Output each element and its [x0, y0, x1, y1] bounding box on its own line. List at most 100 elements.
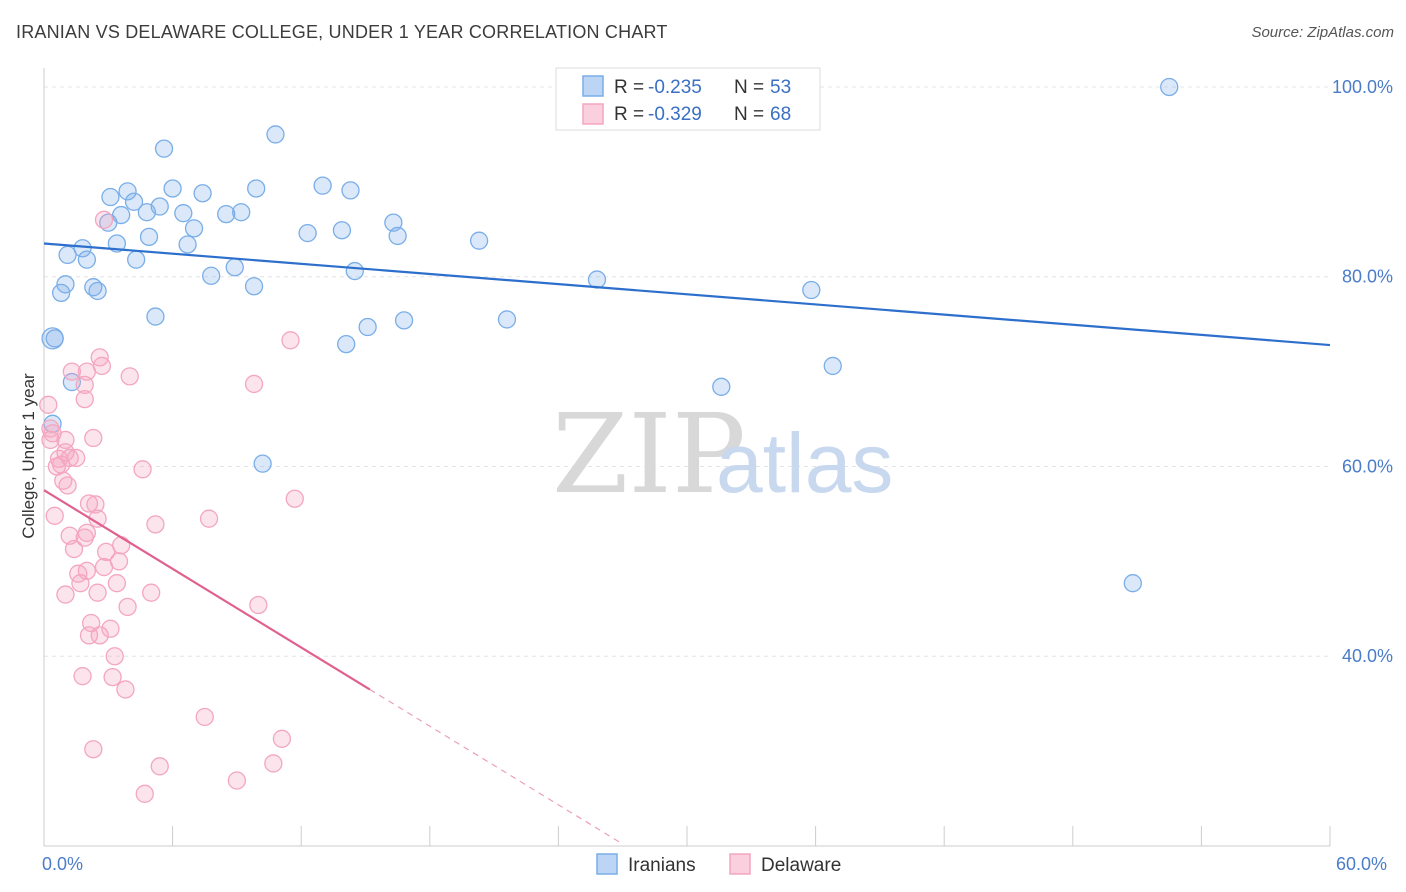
point-iranians	[41, 327, 64, 350]
point-iranians	[587, 270, 607, 289]
point-iranians	[332, 221, 352, 240]
point-iranians	[712, 377, 731, 396]
point-delaware	[199, 509, 219, 528]
point-iranians	[217, 204, 236, 224]
point-iranians	[77, 250, 97, 269]
point-delaware	[264, 754, 283, 773]
series-legend: Iranians Delaware	[596, 853, 841, 876]
point-iranians	[150, 197, 169, 216]
point-delaware	[60, 448, 79, 468]
point-delaware	[84, 740, 103, 759]
point-delaware	[90, 626, 109, 645]
point-iranians	[118, 182, 137, 201]
point-iranians	[56, 275, 75, 294]
point-delaware	[142, 583, 161, 602]
point-iranians	[184, 219, 204, 238]
y-tick-labels: 40.0% 60.0% 80.0% 100.0%	[1332, 77, 1393, 666]
watermark-atlas: atlas	[716, 416, 893, 510]
point-delaware	[195, 707, 214, 727]
point-iranians	[266, 125, 285, 144]
legend-n-value-delaware: 68	[770, 104, 791, 125]
y-tick-label: 100.0%	[1332, 77, 1393, 97]
trend-lines	[43, 242, 1331, 845]
point-delaware	[118, 597, 137, 617]
gridlines	[44, 86, 1330, 657]
point-iranians	[88, 281, 107, 301]
point-iranians	[232, 203, 251, 222]
watermark-zip: ZIP	[552, 390, 746, 518]
series-iranians-points	[41, 77, 1179, 593]
legend-r-label-iranians: R =	[614, 77, 644, 98]
chart-source: Source: ZipAtlas.com	[1251, 24, 1394, 41]
trend-line-delaware	[43, 489, 371, 691]
point-delaware	[73, 667, 92, 686]
bottom-legend-label-iranians: Iranians	[628, 855, 696, 876]
point-delaware	[107, 574, 127, 593]
legend-n-label-delaware: N =	[734, 104, 764, 125]
point-delaware	[39, 395, 58, 414]
y-axis-label: College, Under 1 year	[19, 373, 38, 539]
legend-n-value-iranians: 53	[770, 77, 791, 98]
point-delaware	[116, 680, 135, 699]
y-tick-label: 80.0%	[1342, 267, 1393, 287]
point-delaware	[56, 585, 75, 604]
point-iranians	[388, 226, 407, 246]
point-iranians	[345, 261, 364, 281]
point-delaware	[77, 523, 97, 543]
point-iranians	[124, 192, 144, 211]
point-delaware	[64, 539, 84, 559]
point-delaware	[75, 389, 94, 409]
point-delaware	[56, 430, 75, 450]
point-delaware	[94, 210, 114, 229]
point-iranians	[802, 280, 821, 300]
point-iranians	[163, 179, 182, 198]
point-delaware	[135, 784, 154, 803]
point-iranians	[107, 234, 127, 253]
point-delaware	[112, 536, 131, 555]
point-delaware	[249, 595, 268, 615]
chart-title: IRANIAN VS DELAWARE COLLEGE, UNDER 1 YEA…	[16, 22, 668, 42]
point-delaware	[105, 647, 124, 666]
point-delaware	[133, 460, 152, 479]
point-delaware	[101, 619, 120, 638]
point-delaware	[88, 583, 107, 602]
x-tick-label-min: 0.0%	[42, 854, 83, 874]
point-iranians	[178, 235, 197, 254]
point-iranians	[298, 223, 317, 243]
point-iranians	[139, 227, 159, 247]
point-iranians	[244, 277, 264, 296]
point-iranians	[101, 187, 120, 207]
point-iranians	[247, 179, 266, 198]
point-iranians	[127, 250, 146, 269]
y-tick-label: 60.0%	[1342, 456, 1393, 476]
point-iranians	[337, 334, 356, 354]
point-iranians	[253, 454, 272, 473]
point-delaware	[79, 494, 99, 513]
point-iranians	[112, 205, 131, 225]
legend-r-value-iranians: -0.235	[648, 77, 702, 98]
point-delaware	[92, 356, 112, 376]
x-ticks	[43, 826, 1331, 846]
point-delaware	[84, 428, 103, 448]
point-iranians	[313, 176, 332, 195]
point-iranians	[1160, 77, 1179, 97]
point-delaware	[150, 757, 169, 776]
legend-r-label-delaware: R =	[614, 104, 644, 125]
point-delaware	[285, 489, 304, 508]
point-iranians	[341, 181, 360, 200]
legend-swatch-iranians	[582, 75, 604, 97]
legend-swatch-delaware	[582, 103, 604, 125]
point-iranians	[146, 307, 165, 326]
point-iranians	[225, 258, 244, 277]
point-delaware	[272, 729, 292, 748]
bottom-legend-swatch-delaware	[729, 853, 751, 875]
point-iranians	[193, 184, 212, 203]
bottom-legend-swatch-iranians	[596, 853, 618, 875]
legend-r-value-delaware: -0.329	[648, 104, 702, 125]
point-delaware	[97, 542, 116, 562]
point-iranians	[469, 231, 489, 250]
point-delaware	[120, 367, 139, 386]
point-iranians	[497, 310, 517, 329]
point-iranians	[202, 266, 221, 285]
